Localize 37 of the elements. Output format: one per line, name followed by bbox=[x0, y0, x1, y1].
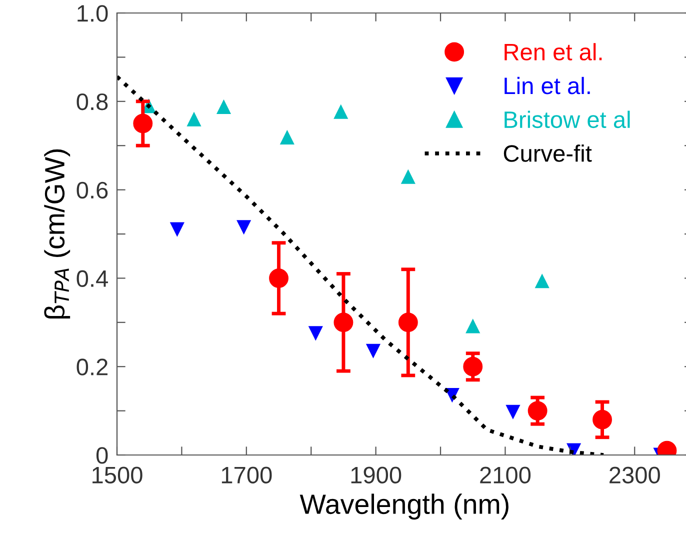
x-tick-label: 2300 bbox=[610, 466, 660, 484]
y-tick-label: 0.8 bbox=[76, 93, 108, 110]
point bbox=[528, 401, 548, 421]
point bbox=[334, 104, 348, 119]
point bbox=[170, 222, 184, 237]
legend-label: Ren et al. bbox=[504, 43, 602, 60]
point bbox=[236, 220, 252, 235]
legend-label: Bristow et al bbox=[504, 110, 630, 128]
x-tick-label: 1500 bbox=[92, 466, 142, 484]
point bbox=[334, 312, 354, 332]
y-tick-label: 1.0 bbox=[78, 5, 108, 22]
point bbox=[592, 410, 612, 430]
x-tick-label: 2100 bbox=[480, 466, 531, 484]
point bbox=[269, 268, 288, 288]
line-series bbox=[117, 74, 606, 455]
point bbox=[463, 356, 483, 376]
y-tick-label: 0.2 bbox=[76, 358, 108, 376]
point bbox=[308, 326, 323, 341]
point bbox=[466, 318, 480, 334]
point bbox=[366, 344, 381, 358]
y-tick-label: 0.4 bbox=[76, 270, 108, 287]
point bbox=[216, 99, 232, 114]
point bbox=[133, 114, 153, 134]
y-axis-title: β$_{TPA}$ (cm/GW) bbox=[44, 149, 70, 318]
point bbox=[398, 312, 418, 332]
x-axis-title: Wavelength (nm) bbox=[300, 494, 508, 520]
point bbox=[280, 130, 294, 144]
legend-label: Lin et al. bbox=[504, 76, 590, 94]
legend-label: Curve-fit bbox=[504, 144, 592, 162]
y-tick-label: 0 bbox=[96, 447, 108, 464]
x-tick-label: 1700 bbox=[222, 466, 272, 484]
x-tick-label: 1900 bbox=[351, 466, 402, 484]
point bbox=[506, 404, 520, 420]
point bbox=[400, 169, 416, 184]
point bbox=[534, 274, 550, 288]
point bbox=[186, 112, 202, 126]
y-tick-label: 0.6 bbox=[76, 182, 108, 199]
